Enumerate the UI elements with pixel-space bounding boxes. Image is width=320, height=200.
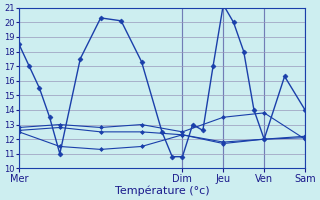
X-axis label: Température (°c): Température (°c) — [115, 185, 209, 196]
